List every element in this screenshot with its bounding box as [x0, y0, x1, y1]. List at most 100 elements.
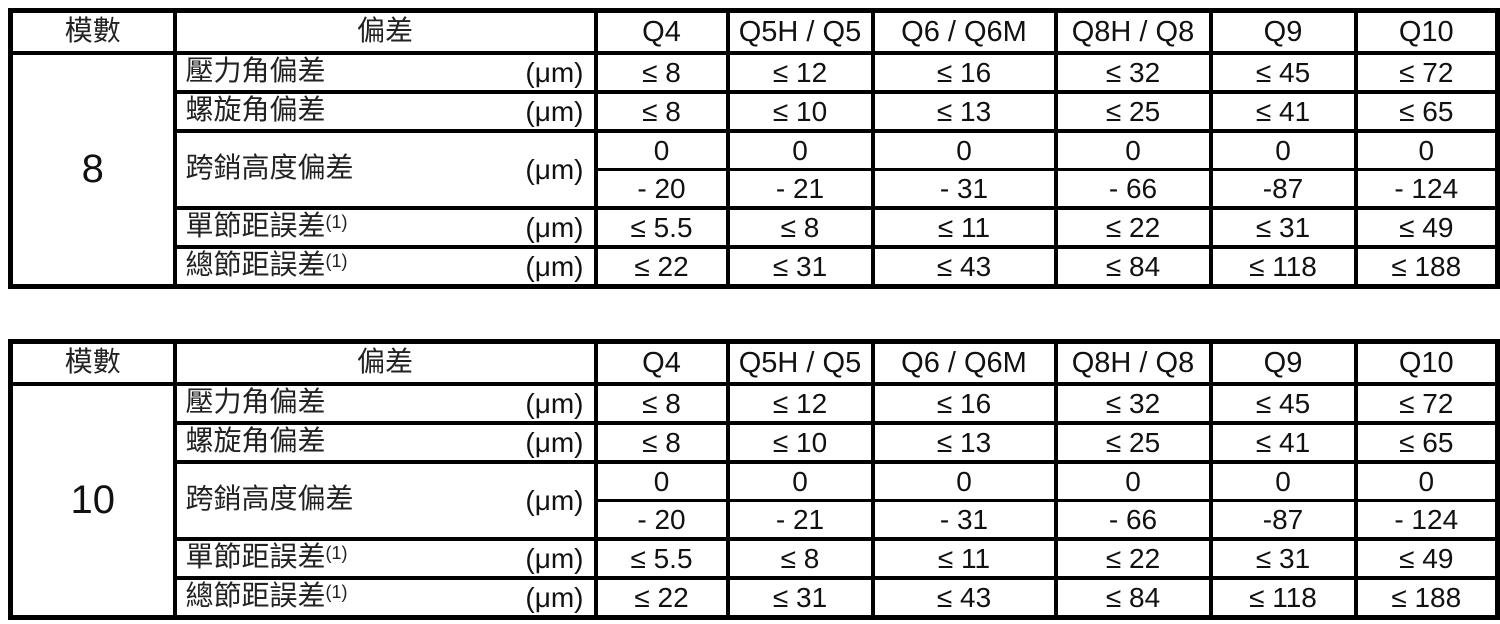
row-label-pin-height-deviation: 跨銷高度偏差 (μm) — [172, 129, 598, 210]
deviation-name: 總節距誤差(1) — [185, 581, 348, 613]
table-row: 跨銷高度偏差 (μm) 0 0 0 0 0 0 — [11, 129, 1500, 210]
value-cell: ≤ 16 — [870, 51, 1058, 94]
value-cell: ≤ 25 — [1053, 90, 1213, 133]
value-cell: ≤ 45 — [1208, 51, 1358, 94]
row-label-pressure-angle-deviation: 壓力角偏差 (μm) — [172, 382, 598, 425]
value-cell-lower: - 31 — [870, 168, 1058, 210]
unit-label: (μm) — [525, 581, 584, 613]
table-row: 螺旋角偏差 (μm) ≤ 8 ≤ 10 ≤ 13 ≤ 25 ≤ 41 ≤ 65 — [11, 90, 1500, 133]
value-cell: ≤ 118 — [1208, 576, 1358, 620]
module-column-header: 模數 — [8, 339, 177, 386]
value-cell-upper: 0 — [1053, 129, 1213, 171]
value-cell: ≤ 5.5 — [593, 206, 730, 249]
table-row: 跨銷高度偏差 (μm) 0 0 0 0 0 0 — [11, 460, 1500, 541]
value-cell: ≤ 118 — [1208, 245, 1358, 289]
unit-label: (μm) — [525, 426, 584, 458]
value-cell-lower: - 21 — [725, 168, 875, 210]
value-cell-upper: 0 — [593, 129, 730, 171]
value-cell: ≤ 43 — [870, 576, 1058, 620]
value-cell-upper: 0 — [593, 460, 730, 502]
footnote-mark: (1) — [325, 212, 348, 233]
deviation-name: 單節距誤差(1) — [185, 542, 348, 574]
deviation-name: 壓力角偏差 — [185, 56, 326, 88]
value-cell: ≤ 41 — [1208, 421, 1358, 464]
value-cell-upper: 0 — [870, 460, 1058, 502]
table-row: 螺旋角偏差 (μm) ≤ 8 ≤ 10 ≤ 13 ≤ 25 ≤ 41 ≤ 65 — [11, 421, 1500, 464]
module-10-table: 模數 偏差 Q4 Q5H / Q5 Q6 / Q6M Q8H / Q8 Q9 Q… — [8, 339, 1500, 620]
row-label-helix-angle-deviation: 螺旋角偏差 (μm) — [172, 421, 598, 464]
footnote-mark: (1) — [325, 251, 348, 272]
table-row: 10 壓力角偏差 (μm) ≤ 8 ≤ 12 ≤ 16 ≤ 32 ≤ 45 ≤ … — [8, 382, 1500, 620]
value-cell: ≤ 8 — [593, 90, 730, 133]
module-value: 10 — [8, 382, 177, 620]
value-cell: ≤ 8 — [725, 206, 875, 249]
value-cell: ≤ 72 — [1353, 51, 1500, 94]
table-row: - 20 - 21 - 31 - 66 -87 - 124 — [11, 499, 1500, 541]
value-cell: ≤ 84 — [1053, 245, 1213, 289]
value-cell-lower: - 66 — [1053, 499, 1213, 541]
quality-grade-header-q10: Q10 — [1353, 8, 1500, 55]
row-label-total-pitch-error: 總節距誤差(1) (μm) — [172, 576, 598, 620]
deviation-name: 螺旋角偏差 — [185, 426, 326, 458]
value-cell: ≤ 43 — [870, 245, 1058, 289]
value-cell: ≤ 31 — [725, 245, 875, 289]
deviation-name: 螺旋角偏差 — [185, 95, 326, 127]
value-cell-lower: - 21 — [725, 499, 875, 541]
table-row: 8 壓力角偏差 (μm) ≤ 8 ≤ 12 ≤ 16 ≤ 32 ≤ 45 ≤ 7… — [8, 51, 1500, 289]
quality-grade-header-q6: Q6 / Q6M — [870, 339, 1058, 386]
value-cell: ≤ 22 — [593, 245, 730, 289]
value-cell: ≤ 22 — [1053, 206, 1213, 249]
quality-grade-header-q5: Q5H / Q5 — [725, 8, 875, 55]
quality-grade-header-q5: Q5H / Q5 — [725, 339, 875, 386]
unit-label: (μm) — [525, 95, 584, 127]
value-cell-lower: -87 — [1208, 499, 1358, 541]
quality-grade-header-q8: Q8H / Q8 — [1053, 8, 1213, 55]
value-cell: ≤ 11 — [870, 537, 1058, 580]
quality-grade-header-q6: Q6 / Q6M — [870, 8, 1058, 55]
value-cell: ≤ 22 — [593, 576, 730, 620]
unit-label: (μm) — [525, 484, 584, 516]
row-label-single-pitch-error: 單節距誤差(1) (μm) — [172, 537, 598, 580]
value-cell: ≤ 16 — [870, 382, 1058, 425]
quality-grade-header-q4: Q4 — [593, 8, 730, 55]
module-value: 8 — [8, 51, 177, 289]
value-cell-lower: - 20 — [593, 168, 730, 210]
row-label-pressure-angle-deviation: 壓力角偏差 (μm) — [172, 51, 598, 94]
value-cell-upper: 0 — [725, 460, 875, 502]
value-cell: ≤ 5.5 — [593, 537, 730, 580]
header-row: 模數 偏差 Q4 Q5H / Q5 Q6 / Q6M Q8H / Q8 Q9 Q… — [8, 339, 1500, 386]
value-cell: ≤ 10 — [725, 421, 875, 464]
quality-grade-header-q9: Q9 — [1208, 339, 1358, 386]
value-cell: ≤ 31 — [1208, 537, 1358, 580]
deviation-name: 跨銷高度偏差 — [185, 153, 354, 185]
value-cell: ≤ 12 — [725, 382, 875, 425]
value-cell-upper: 0 — [1353, 129, 1500, 171]
value-cell: ≤ 188 — [1353, 576, 1500, 620]
value-cell: ≤ 8 — [725, 537, 875, 580]
row-label-pin-height-deviation: 跨銷高度偏差 (μm) — [172, 460, 598, 541]
unit-label: (μm) — [525, 211, 584, 243]
value-cell: ≤ 32 — [1053, 51, 1213, 94]
unit-label: (μm) — [525, 153, 584, 185]
deviation-name: 單節距誤差(1) — [185, 211, 348, 243]
footnote-mark: (1) — [325, 543, 348, 564]
value-cell-lower: - 20 — [593, 499, 730, 541]
value-cell-upper: 0 — [725, 129, 875, 171]
value-cell-lower: - 124 — [1353, 499, 1500, 541]
table-row: - 20 - 21 - 31 - 66 -87 - 124 — [11, 168, 1500, 210]
quality-grade-header-q8: Q8H / Q8 — [1053, 339, 1213, 386]
value-cell-lower: - 124 — [1353, 168, 1500, 210]
table-row: 單節距誤差(1) (μm) ≤ 5.5 ≤ 8 ≤ 11 ≤ 22 ≤ 31 ≤… — [11, 537, 1500, 580]
quality-grade-header-q4: Q4 — [593, 339, 730, 386]
value-cell: ≤ 11 — [870, 206, 1058, 249]
value-cell: ≤ 49 — [1353, 537, 1500, 580]
quality-grade-header-q10: Q10 — [1353, 339, 1500, 386]
deviation-name: 總節距誤差(1) — [185, 250, 348, 282]
unit-label: (μm) — [525, 250, 584, 282]
value-cell-upper: 0 — [1053, 460, 1213, 502]
value-cell: ≤ 49 — [1353, 206, 1500, 249]
deviation-name: 壓力角偏差 — [185, 387, 326, 419]
value-cell-lower: -87 — [1208, 168, 1358, 210]
value-cell: ≤ 32 — [1053, 382, 1213, 425]
